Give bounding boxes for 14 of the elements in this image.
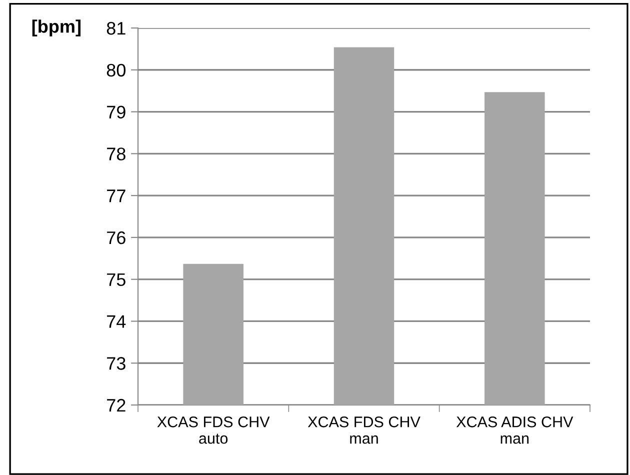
y-tick-label: 77: [107, 190, 126, 202]
y-axis-title: [bpm]: [32, 20, 80, 36]
y-tick-label: 78: [107, 148, 126, 160]
y-tick-label: 80: [106, 64, 126, 77]
y-tick-label: 75: [107, 273, 126, 286]
x-tick-label: XCAS ADIS CHV man: [456, 416, 574, 444]
y-tick-label: 72: [107, 398, 126, 412]
x-tick-label: XCAS FDS CHV auto: [157, 416, 270, 444]
y-tick-label: 81: [106, 22, 126, 35]
y-tick-label: 74: [107, 315, 126, 328]
x-tick-label: XCAS FDS CHV man: [308, 416, 420, 444]
y-tick-label: 73: [107, 357, 126, 370]
y-tick-label: 79: [107, 106, 126, 118]
y-tick-label: 76: [107, 231, 126, 244]
